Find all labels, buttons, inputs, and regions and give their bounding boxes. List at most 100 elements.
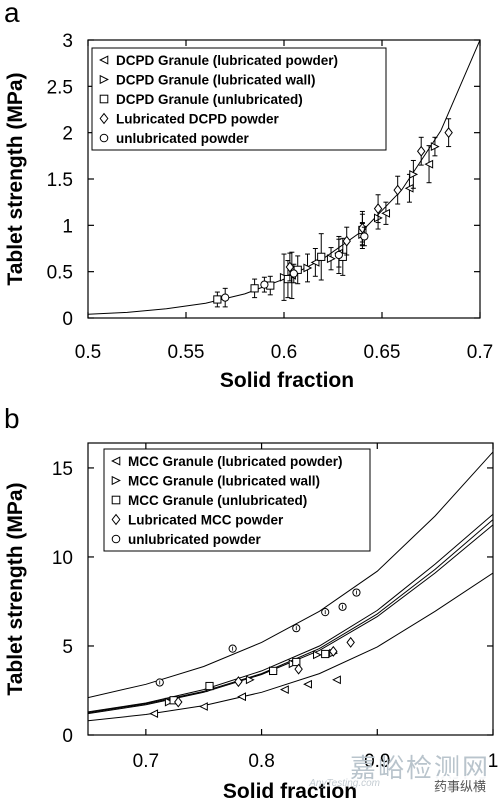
data-point — [332, 675, 341, 685]
y-axis-title: Tablet strength (MPa) — [4, 482, 27, 695]
data-point — [360, 232, 369, 241]
data-point — [317, 252, 326, 261]
y-tick-label: 0.5 — [47, 263, 73, 284]
series-triangle-left — [149, 675, 341, 719]
data-point — [149, 709, 159, 719]
watermark-subtitle: AnyTesting.com — [309, 778, 380, 789]
series-diamond — [285, 118, 453, 282]
data-point — [292, 657, 301, 667]
data-point — [237, 692, 246, 702]
x-tick-label: 0.9 — [364, 751, 390, 772]
legend-entry: Lubricated MCC powder — [128, 513, 284, 528]
plot-frame — [87, 442, 494, 736]
series-diamond — [174, 636, 355, 708]
y-axis-title: Tablet strength (MPa) — [4, 72, 27, 285]
data-point — [326, 254, 336, 264]
x-tick-label: 0.65 — [364, 342, 401, 363]
series-triangle-left — [287, 145, 434, 300]
y-tick-label: 0 — [62, 309, 73, 330]
legend-marker — [99, 74, 109, 85]
data-point — [424, 159, 434, 169]
data-point — [213, 295, 222, 304]
x-axis-title: Solid fraction — [220, 369, 354, 392]
legend-marker — [111, 456, 121, 466]
legend-marker — [99, 94, 109, 104]
data-point — [313, 650, 322, 660]
legend-entry: DCPD Granule (lubricated powder) — [116, 53, 338, 68]
y-tick-label: 3 — [62, 31, 73, 52]
y-tick-label: 1 — [62, 216, 73, 237]
data-point — [198, 702, 208, 711]
legend-marker — [111, 475, 121, 486]
data-point — [381, 208, 391, 218]
data-point — [329, 645, 338, 657]
y-tick-label: 1.5 — [47, 170, 73, 191]
data-point — [342, 235, 351, 247]
x-tick-label: 0.55 — [168, 342, 205, 363]
data-point — [321, 649, 330, 659]
data-point — [205, 681, 214, 691]
y-tick-label: 5 — [62, 637, 73, 658]
legend-entry: Lubricated DCPD powder — [116, 112, 280, 127]
series-square — [169, 649, 330, 705]
data-point — [303, 263, 313, 273]
x-tick-label: 0.7 — [133, 751, 159, 772]
legend-entry: unlubricated powder — [128, 532, 262, 547]
y-tick-label: 10 — [52, 548, 73, 569]
data-point — [373, 203, 383, 215]
x-tick-label: 0.5 — [75, 342, 101, 363]
legend-marker — [111, 534, 121, 544]
data-point — [334, 250, 343, 260]
fit-curve-1 — [88, 572, 493, 722]
series-circle — [155, 588, 361, 687]
legend-marker — [111, 513, 121, 526]
watermark-account: 药事纵横 — [431, 776, 488, 795]
data-point — [430, 142, 440, 151]
data-point — [358, 222, 367, 234]
y-tick-label: 2.5 — [47, 77, 73, 98]
legend-marker — [99, 133, 109, 143]
legend: MCC Granule (lubricated powder) MCC Granu… — [103, 448, 371, 552]
data-point — [409, 169, 419, 179]
data-point — [174, 696, 183, 708]
y-tick-label: 0 — [62, 726, 73, 747]
fit-curve-3 — [88, 513, 493, 713]
data-point — [294, 663, 303, 675]
data-point — [393, 184, 402, 196]
legend-box — [103, 448, 371, 552]
legend-entry: DCPD Granule (lubricated wall) — [116, 73, 316, 88]
data-point — [346, 636, 355, 648]
x-tick-label: 1 — [488, 751, 499, 772]
data-point — [260, 280, 269, 289]
panel-letter: b — [4, 403, 20, 434]
data-point — [444, 127, 453, 139]
legend-marker — [99, 55, 109, 65]
data-point — [234, 676, 243, 688]
series-triangle-right — [279, 136, 440, 301]
legend: DCPD Granule (lubricated powder) DCPD Gra… — [91, 47, 387, 151]
legend-entry: DCPD Granule (unlubricated) — [116, 92, 303, 107]
data-point — [221, 293, 230, 302]
legend-marker — [111, 495, 121, 505]
legend-entry: MCC Granule (unlubricated) — [128, 493, 307, 508]
x-axis-title: Solid fraction — [223, 780, 357, 803]
y-tick-label: 15 — [52, 459, 73, 480]
series-circle — [221, 226, 369, 308]
legend-marker — [99, 112, 109, 125]
y-tick-label: 2 — [62, 124, 73, 145]
data-point — [416, 145, 426, 157]
legend-entry: unlubricated powder — [116, 131, 250, 146]
x-tick-label: 0.8 — [248, 751, 274, 772]
legend-entry: MCC Granule (lubricated wall) — [128, 474, 320, 489]
data-point — [245, 675, 255, 685]
data-point — [164, 697, 174, 707]
legend-entry: MCC Granule (lubricated powder) — [128, 454, 343, 469]
x-tick-label: 0.6 — [271, 342, 297, 363]
legend-box — [91, 47, 387, 151]
data-point — [279, 685, 289, 695]
data-point — [289, 269, 298, 278]
data-point — [303, 679, 312, 689]
